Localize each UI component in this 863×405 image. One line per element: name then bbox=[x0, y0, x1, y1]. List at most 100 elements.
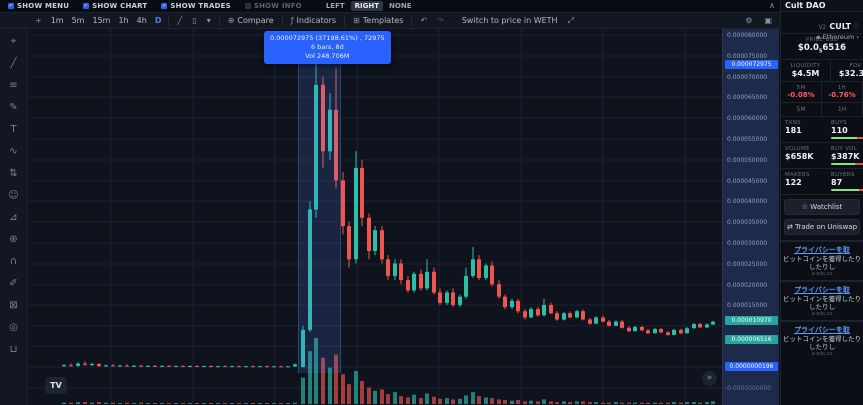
zoom-in-icon[interactable]: ⊕ bbox=[9, 234, 18, 245]
crosshair-icon[interactable]: + bbox=[35, 16, 42, 25]
redo-icon[interactable]: ↷ bbox=[437, 16, 444, 25]
settings-gear-icon[interactable]: ⚙ bbox=[745, 16, 753, 25]
long-short-position-icon[interactable]: ⇅ bbox=[9, 168, 18, 179]
fib-retracement-icon[interactable]: ≡ bbox=[9, 80, 18, 91]
fullscreen-icon[interactable]: ⤢ bbox=[567, 15, 574, 25]
stat-buyers: BUYERS 87 bbox=[827, 169, 863, 194]
price-tick: 0.000015000 bbox=[727, 302, 768, 309]
drawing-toolbar: ⌖ ╱ ≡ ✎ T ∿ ⇅ ☺ ⊿ ⊕ ∩ ✐ ⊠ ◎ ⊔ bbox=[0, 29, 28, 405]
chain-row[interactable]: ◆ Ethereum › bbox=[785, 33, 859, 41]
ad-link[interactable]: プライバシーを取 bbox=[794, 245, 850, 254]
price-usd-value: $0.056516 bbox=[797, 43, 847, 55]
lock-all-icon[interactable]: ⊠ bbox=[9, 300, 18, 311]
chart-canvas[interactable]: 0.000072975 (37198.61%) , 72975 6 bars, … bbox=[28, 28, 722, 405]
stat-volume: VOLUME $658K bbox=[781, 143, 827, 168]
stat-label: VOLUME bbox=[785, 145, 810, 152]
timeframe-1h[interactable]: 1h bbox=[118, 16, 129, 25]
remove-all-icon[interactable]: ⊔ bbox=[9, 344, 18, 355]
screenshot-camera-icon[interactable]: ▣ bbox=[764, 16, 772, 25]
drawing-mode-icon[interactable]: ✐ bbox=[9, 278, 18, 289]
token-header: V2 CULT ⓘ ◆ Ethereum › bbox=[781, 12, 863, 41]
measure-tooltip: 0.000072975 (37198.61%) , 72975 6 bars, … bbox=[264, 31, 391, 64]
text-tool-icon[interactable]: T bbox=[10, 124, 17, 135]
change-label: 1H bbox=[837, 84, 847, 91]
metric-fdv: FDV$32.3M bbox=[831, 60, 863, 81]
toggle-show-chart[interactable]: ✓ SHOW CHART bbox=[83, 2, 147, 10]
timeframe-15m[interactable]: 15m bbox=[92, 16, 111, 25]
price-tick: 0.000075000 bbox=[727, 53, 768, 60]
ad-source: a-ads.co bbox=[811, 350, 833, 357]
star-icon: ☆ bbox=[801, 202, 808, 211]
measure-tooltip-volume: Vol 248.706M bbox=[305, 52, 350, 60]
sidebar-title: Cult DAO bbox=[781, 0, 863, 12]
trend-line-icon[interactable]: ╱ bbox=[10, 58, 17, 69]
trade-button[interactable]: ⇄ Trade on Uniswap bbox=[784, 218, 860, 235]
toggle-show-menu[interactable]: ✓ SHOW MENU bbox=[8, 2, 69, 10]
price-axis[interactable]: 0.000080000 0.000075000 0.000070000 0.00006… bbox=[722, 28, 779, 405]
toggle-show-info[interactable]: SHOW INFO bbox=[244, 2, 302, 10]
switch-price-weth-button[interactable]: Switch to price in WETH bbox=[461, 16, 558, 25]
stat-label: MAKERS bbox=[785, 171, 810, 178]
stat-row: VOLUME $658K BUY VOL $387K bbox=[781, 143, 863, 169]
candlestick-style-icon[interactable]: ▯ bbox=[192, 16, 197, 25]
layout-option-right[interactable]: RIGHT bbox=[350, 1, 384, 11]
ad-link[interactable]: プライバシーを取 bbox=[794, 285, 850, 294]
ad-text: ビットコインを獲得したり bbox=[783, 334, 861, 343]
emoji-icon[interactable]: ☺ bbox=[8, 190, 19, 201]
change-5m[interactable]: 5M -0.08% bbox=[781, 81, 822, 102]
top-menu-bar: ✓ SHOW MENU ✓ SHOW CHART ✓ SHOW TRADES SHOW IN… bbox=[0, 0, 780, 12]
compare-button[interactable]: ⊕ Compare bbox=[227, 16, 274, 25]
magnet-icon[interactable]: ∩ bbox=[9, 256, 18, 267]
measure-selection-band bbox=[298, 64, 341, 373]
price-zero-label: -0.0000000000 bbox=[725, 385, 772, 392]
metric-value: $32.3M bbox=[838, 68, 863, 78]
ad-block[interactable]: プライバシーを取 ビットコインを獲得したり したりし a-ads.co bbox=[781, 279, 863, 320]
timeframe-4h[interactable]: 4h bbox=[136, 16, 147, 25]
chevron-up-icon[interactable]: ∧ bbox=[769, 1, 775, 10]
ad-block[interactable]: プライバシーを取 ビットコインを獲得したり したりし a-ads.co bbox=[781, 239, 863, 280]
token-version: V2 bbox=[818, 24, 827, 31]
layout-option-left[interactable]: LEFT bbox=[325, 2, 345, 10]
stat-buys: BUYS 110 bbox=[827, 117, 863, 142]
timeframe-5m[interactable]: 5m bbox=[71, 16, 85, 25]
timeframe-1m[interactable]: 1m bbox=[50, 16, 64, 25]
price-usd-label: PRICE USD bbox=[805, 37, 839, 43]
xabcd-pattern-icon[interactable]: ∿ bbox=[9, 146, 18, 157]
ad-block[interactable]: プライバシーを取 ビットコインを獲得したり したりし a-ads.co bbox=[781, 319, 863, 360]
change-label: 5M bbox=[796, 84, 806, 91]
toggle-show-trades[interactable]: ✓ SHOW TRADES bbox=[161, 2, 231, 10]
measure-icon[interactable]: ⊿ bbox=[9, 212, 18, 223]
stat-label: BUY VOL bbox=[831, 145, 858, 152]
change-1h[interactable]: 1H -0.76% bbox=[822, 81, 863, 102]
ad-link[interactable]: プライバシーを取 bbox=[794, 325, 850, 334]
stat-value: 122 bbox=[785, 177, 802, 187]
tradingview-logo[interactable]: TV bbox=[45, 377, 67, 394]
token-symbol: CULT bbox=[829, 22, 851, 31]
line-style-icon[interactable]: ╱ bbox=[177, 16, 183, 25]
price-tick: 0.000065000 bbox=[727, 94, 768, 101]
chain-name: Ethereum bbox=[822, 33, 855, 41]
change-value: -0.76% bbox=[828, 90, 856, 99]
cursor-tool-icon[interactable]: ⌖ bbox=[10, 36, 17, 47]
hide-all-icon[interactable]: ◎ bbox=[9, 322, 18, 333]
price-tick: 0.000045000 bbox=[727, 178, 768, 185]
brush-icon[interactable]: ✎ bbox=[9, 102, 18, 113]
price-tick: 0.000035000 bbox=[727, 219, 768, 226]
scroll-to-realtime-button[interactable]: » bbox=[702, 371, 717, 386]
toolbar-divider bbox=[218, 15, 220, 26]
checkbox-icon: ✓ bbox=[83, 3, 90, 9]
timeframe-D[interactable]: D bbox=[154, 16, 162, 25]
chevron-right-icon: › bbox=[856, 33, 859, 41]
indicators-button[interactable]: ƒ Indicators bbox=[290, 16, 337, 25]
price-tick: 0.000030000 bbox=[727, 240, 768, 247]
metric-value: $4.5M bbox=[791, 68, 820, 78]
chevron-down-icon[interactable]: ▾ bbox=[206, 16, 211, 25]
templates-button[interactable]: ⊞ Templates bbox=[353, 16, 404, 25]
info-icon[interactable]: ⓘ bbox=[852, 24, 859, 31]
watchlist-button[interactable]: ☆ Watchlist bbox=[784, 198, 860, 215]
undo-icon[interactable]: ↶ bbox=[420, 16, 428, 25]
stats-tab-1h[interactable]: 1H bbox=[822, 102, 863, 116]
stats-tab-5m[interactable]: 5M bbox=[781, 102, 822, 116]
layout-option-none[interactable]: NONE bbox=[389, 2, 412, 10]
